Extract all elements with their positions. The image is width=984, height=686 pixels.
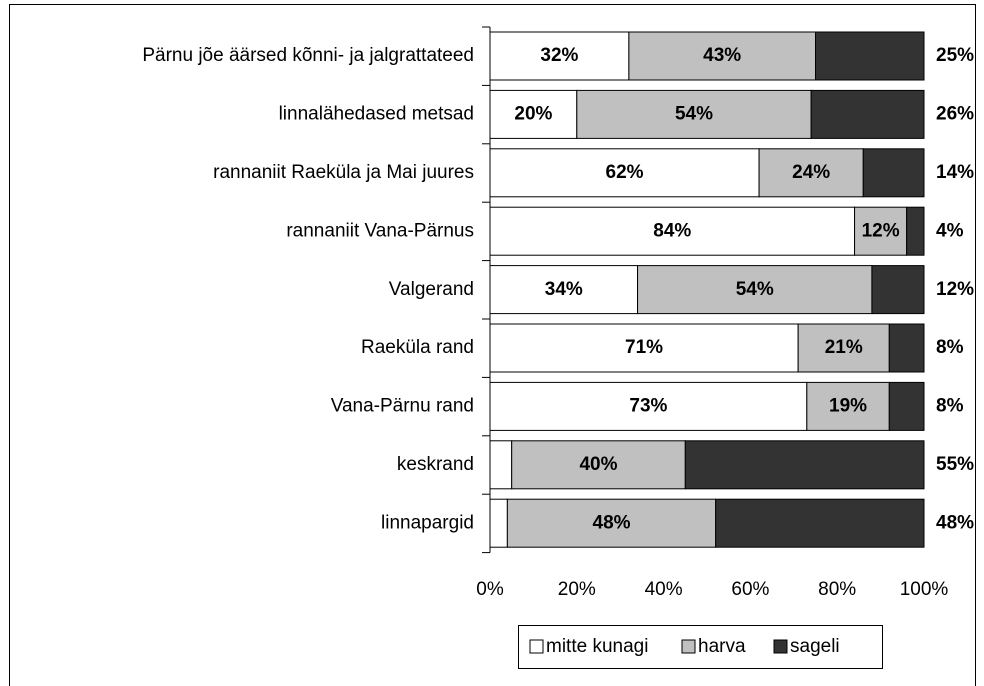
- bar-segment: [797, 323, 890, 373]
- value-label: 40%: [579, 454, 617, 475]
- x-tick-label: 100%: [900, 579, 949, 600]
- value-label: 12%: [936, 279, 974, 300]
- value-label: 43%: [703, 45, 741, 66]
- value-label: 54%: [675, 104, 713, 125]
- category-label: Pärnu jõe äärsed kõnni- ja jalgrattateed: [142, 45, 474, 66]
- value-label: 48%: [593, 512, 631, 533]
- value-label: 21%: [825, 337, 863, 358]
- category-label: rannaniit Vana-Pärnus: [286, 220, 474, 241]
- bar-segment: [489, 498, 508, 548]
- legend-box: [518, 625, 883, 669]
- value-label: 8%: [936, 396, 964, 417]
- x-tick-label: 60%: [731, 579, 769, 600]
- value-label: 73%: [629, 396, 667, 417]
- value-label: 34%: [545, 279, 583, 300]
- x-tick-label: 80%: [818, 579, 856, 600]
- category-label: rannaniit Raeküla ja Mai juures: [213, 162, 474, 183]
- legend-label: mitte kunagi: [546, 636, 648, 657]
- bar-segment: [637, 265, 873, 315]
- bar-segment: [628, 31, 816, 81]
- legend-swatch: [529, 639, 544, 654]
- value-label: 26%: [936, 104, 974, 125]
- bar-segment: [806, 381, 890, 431]
- bar-segment: [489, 89, 578, 139]
- value-label: 55%: [936, 454, 974, 475]
- value-label: 24%: [792, 162, 830, 183]
- category-label: Valgerand: [389, 279, 474, 300]
- bar-segment: [871, 265, 925, 315]
- value-label: 14%: [936, 162, 974, 183]
- bar-segment: [715, 498, 925, 548]
- bar-segment: [906, 206, 925, 256]
- bar-segment: [489, 440, 513, 490]
- value-label: 19%: [829, 396, 867, 417]
- bar-segment: [862, 148, 925, 198]
- bar-segment: [888, 323, 925, 373]
- value-label: 71%: [625, 337, 663, 358]
- value-label: 62%: [606, 162, 644, 183]
- category-label: linnapargid: [381, 512, 474, 533]
- bar-segment: [489, 323, 799, 373]
- value-label: 48%: [936, 512, 974, 533]
- value-label: 8%: [936, 337, 964, 358]
- x-tick-label: 20%: [558, 579, 596, 600]
- legend-label: harva: [698, 636, 746, 657]
- value-label: 4%: [936, 220, 964, 241]
- bar-segment: [511, 440, 686, 490]
- x-tick-label: 0%: [476, 579, 504, 600]
- bar-segment: [888, 381, 925, 431]
- value-label: 20%: [514, 104, 552, 125]
- value-label: 32%: [540, 45, 578, 66]
- value-label: 12%: [862, 220, 900, 241]
- bar-segment: [684, 440, 925, 490]
- bar-segment: [506, 498, 717, 548]
- legend-swatch: [773, 639, 788, 654]
- legend-label: sageli: [790, 636, 840, 657]
- value-label: 84%: [653, 220, 691, 241]
- frame: [9, 4, 976, 686]
- value-label: 25%: [936, 45, 974, 66]
- category-label: keskrand: [397, 454, 474, 475]
- bar-segment: [758, 148, 864, 198]
- value-label: 54%: [736, 279, 774, 300]
- category-label: linnalähedased metsad: [279, 104, 474, 125]
- category-label: Raeküla rand: [361, 337, 474, 358]
- bar-segment: [815, 31, 925, 81]
- bar-segment: [810, 89, 925, 139]
- legend-swatch: [681, 639, 696, 654]
- x-tick-label: 40%: [645, 579, 683, 600]
- category-label: Vana-Pärnu rand: [331, 396, 474, 417]
